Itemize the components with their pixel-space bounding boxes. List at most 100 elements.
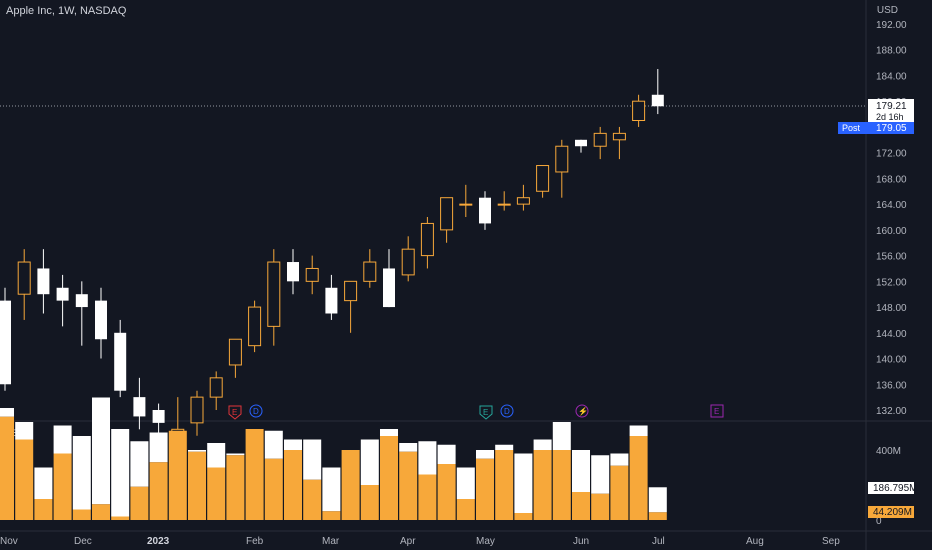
candle-body — [0, 300, 11, 385]
candle[interactable] — [344, 280, 358, 333]
candle[interactable] — [420, 217, 434, 269]
candle[interactable] — [37, 249, 50, 314]
volume-bar[interactable] — [648, 487, 667, 520]
candle[interactable] — [190, 390, 204, 436]
volume-axis-tick-400m: 400M — [876, 446, 901, 457]
volume-bar[interactable] — [264, 430, 283, 520]
volume-bar[interactable] — [92, 397, 110, 521]
candle[interactable] — [325, 274, 338, 320]
candle[interactable] — [114, 319, 127, 398]
volume-bar[interactable] — [245, 429, 264, 520]
volume-bar[interactable] — [533, 439, 552, 521]
candle[interactable] — [632, 94, 646, 127]
dividend-marker-2[interactable]: D — [500, 404, 514, 418]
volume-bar[interactable] — [476, 450, 494, 520]
volume-buy-segment — [303, 479, 322, 520]
volume-bar[interactable] — [437, 444, 456, 520]
candle[interactable] — [363, 249, 377, 288]
candle[interactable] — [95, 287, 107, 359]
volume-bar[interactable] — [303, 439, 322, 521]
volume-bar[interactable] — [514, 453, 533, 521]
volume-bar[interactable] — [226, 453, 245, 521]
candle[interactable] — [133, 377, 146, 430]
volume-buy-segment — [322, 511, 341, 520]
volume-bar[interactable] — [629, 425, 648, 521]
candle[interactable] — [209, 371, 223, 410]
candle[interactable] — [612, 126, 626, 160]
candle[interactable] — [287, 249, 299, 295]
volume-bar[interactable] — [418, 441, 437, 520]
candle[interactable] — [555, 139, 569, 198]
volume-bar[interactable] — [341, 450, 360, 520]
volume-bar[interactable] — [399, 443, 418, 520]
candle[interactable] — [56, 274, 69, 327]
candle[interactable] — [248, 300, 262, 353]
volume-bar[interactable] — [495, 444, 514, 520]
candle[interactable] — [0, 287, 11, 391]
volume-bar[interactable] — [149, 432, 168, 521]
candle[interactable] — [536, 165, 550, 198]
candle[interactable] — [651, 69, 664, 115]
volume-bar[interactable] — [591, 455, 610, 520]
volume-axis-tick-0: 0 — [876, 516, 882, 527]
candle[interactable] — [383, 249, 395, 308]
volume-bar[interactable] — [360, 439, 379, 521]
volume-buy-segment — [188, 451, 206, 520]
candle-body — [632, 100, 646, 121]
volume-bar[interactable] — [34, 467, 53, 521]
future-earnings-marker[interactable]: E — [710, 404, 724, 418]
candle[interactable] — [267, 249, 281, 346]
candle[interactable] — [440, 197, 454, 243]
price-tick-1: 188.00 — [876, 46, 907, 57]
price-tick-10: 152.00 — [876, 277, 907, 288]
volume-bar[interactable] — [322, 467, 341, 521]
candle-body — [420, 222, 434, 257]
volume-bar[interactable] — [111, 429, 130, 520]
volume-sell-segment — [399, 443, 418, 452]
volume-sell-segment — [72, 436, 91, 510]
split-event-marker[interactable]: ⚡ — [575, 404, 589, 418]
volume-bar[interactable] — [15, 422, 34, 520]
volume-bar[interactable] — [552, 422, 571, 520]
volume-bar[interactable] — [610, 453, 629, 521]
volume-buy-segment — [264, 458, 283, 520]
volume-bar[interactable] — [72, 436, 91, 520]
candle[interactable] — [401, 236, 415, 282]
candle[interactable] — [497, 191, 511, 211]
volume-bar[interactable] — [130, 441, 149, 520]
candle-body — [152, 410, 165, 423]
candle[interactable] — [459, 184, 473, 217]
volume-bar[interactable] — [207, 443, 226, 520]
volume-bar[interactable] — [456, 467, 475, 521]
symbol-title[interactable]: Apple Inc, 1W, NASDAQ — [6, 5, 127, 17]
volume-bar[interactable] — [188, 450, 206, 520]
candle[interactable] — [75, 281, 88, 346]
volume-sell-segment — [533, 439, 552, 450]
candle-body — [17, 261, 31, 295]
volume-bar[interactable] — [0, 408, 14, 520]
candle[interactable] — [305, 255, 319, 295]
candle-body — [56, 287, 69, 301]
candle-body — [575, 139, 587, 147]
earnings-marker-1[interactable]: E — [228, 405, 242, 420]
volume-bar[interactable] — [168, 430, 187, 520]
candle[interactable] — [593, 126, 607, 160]
candle[interactable] — [17, 249, 31, 320]
volume-bar[interactable] — [284, 439, 302, 521]
volume-buy-segment — [53, 453, 72, 520]
candle[interactable] — [516, 184, 530, 211]
candle[interactable] — [228, 338, 242, 378]
candle-body — [133, 397, 146, 417]
dividend-marker-1[interactable]: D — [249, 404, 263, 418]
price-tick-11: 148.00 — [876, 303, 907, 314]
volume-bar[interactable] — [53, 425, 72, 521]
time-label-dec: Dec — [74, 536, 92, 547]
candle[interactable] — [575, 139, 587, 153]
price-tick-15: 132.00 — [876, 406, 907, 417]
volume-bar[interactable] — [572, 450, 590, 520]
candle[interactable] — [479, 191, 491, 230]
volume-bar[interactable] — [380, 429, 398, 520]
earnings-marker-2[interactable]: E — [479, 405, 493, 420]
